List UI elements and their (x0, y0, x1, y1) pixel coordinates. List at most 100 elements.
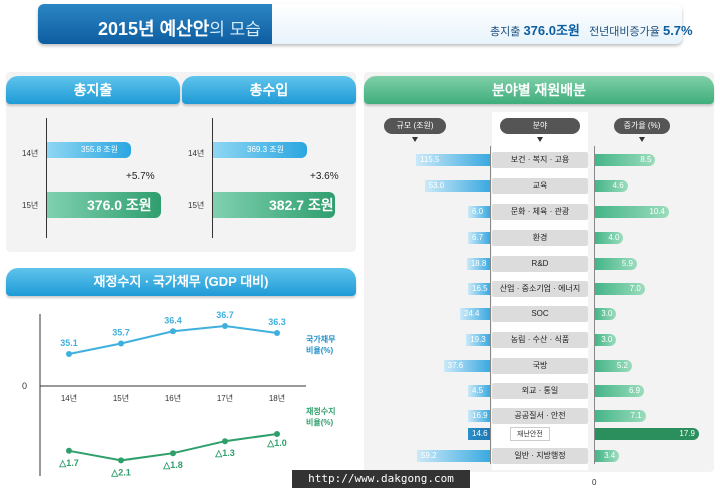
spending-y15: 15년 (22, 201, 39, 210)
category-label: 외교 · 통일 (492, 383, 588, 399)
fiscal-panel (6, 266, 356, 474)
page-title: 2015년 예산안의 모습 (98, 15, 261, 41)
fiscal-data-point (66, 447, 72, 454)
spending-y14: 14년 (22, 149, 39, 158)
scale-bar: 16.9 (468, 410, 490, 422)
growth-bar: 4.6 (595, 180, 628, 192)
fiscal-data-point (222, 438, 228, 445)
category-label: 공공질서 · 안전 (492, 408, 588, 424)
scale-bar: 18.8 (466, 258, 490, 270)
growth-bar: 3.4 (595, 450, 620, 462)
growth-bar: 5.2 (595, 360, 632, 372)
growth-bar: 17.9 (595, 428, 699, 440)
scale-bar: 19.3 (466, 334, 490, 346)
fiscal-data-point (222, 323, 228, 329)
header-banner: 2015년 예산안의 모습 총지출 376.0조원 전년대비증가율 5.7% (38, 4, 693, 44)
scale-bar: 59.2 (416, 450, 490, 462)
category-label: 보건 · 복지 · 고용 (492, 152, 588, 168)
title-bold: 2015년 예산안 (98, 19, 210, 39)
right-axis (594, 146, 595, 464)
fiscal-line-chart: 14년 15년 16년 17년 18년 35.1 35.7 36.4 36.7 36.3 △1.7 △… (39, 310, 306, 477)
revenue-axis (212, 118, 213, 238)
growth-column-header: 증가율 (%) (614, 118, 670, 134)
category-label: R&D (492, 256, 588, 272)
revenue-bar-14: 369.3 조원 (213, 142, 307, 158)
allocation-title: 분야별 재원배분 (364, 76, 714, 104)
category-sub-label: 재난안전 (510, 427, 550, 441)
fiscal-data-label: 35.1 (60, 338, 78, 348)
growth-value: 5.7% (662, 23, 693, 38)
fiscal-data-point (66, 351, 72, 357)
revenue-title: 총수입 (182, 76, 356, 104)
category-label: 국방 (492, 358, 588, 374)
spending-change: +5.7% (126, 171, 155, 182)
growth-bar: 3.0 (595, 334, 617, 346)
fiscal-data-point (118, 457, 124, 464)
scale-bar: 115.5 (416, 154, 490, 166)
spending-bar-15: 376.0 조원 (47, 192, 161, 218)
growth-bar: 7.0 (595, 283, 645, 295)
fiscal-data-label: △1.7 (58, 458, 78, 468)
fiscal-data-point (274, 330, 280, 336)
debt-series-label: 국가채무 비율(%) (306, 335, 336, 355)
category-label: 일반 · 지방행정 (492, 448, 588, 464)
fiscal-x-tick: 17년 (217, 393, 233, 403)
category-label: 산업 · 중소기업 · 에너지 (492, 281, 588, 297)
fiscal-data-point (274, 431, 280, 437)
title-suffix: 의 모습 (209, 20, 261, 39)
header-title-block (38, 4, 272, 44)
growth-arrow-icon (639, 137, 645, 142)
spending-title: 총지출 (6, 76, 180, 104)
scale-bar: 24.4 (459, 308, 490, 320)
scale-bar: 14.6 (468, 428, 490, 440)
growth-bar: 3.0 (595, 308, 617, 320)
scale-bar: 37.6 (443, 360, 490, 372)
revenue-y15: 15년 (188, 201, 205, 210)
fiscal-series-line (68, 433, 278, 462)
revenue-y14: 14년 (188, 149, 205, 158)
scale-bar: 53.0 (424, 180, 490, 192)
category-label: 문화 · 체육 · 관광 (492, 204, 588, 220)
left-axis (490, 146, 491, 464)
total-label: 총지출 (490, 26, 521, 38)
fiscal-data-point (170, 450, 176, 457)
fiscal-x-tick: 15년 (113, 393, 129, 403)
fiscal-data-label: 36.3 (268, 317, 286, 327)
header-summary: 총지출 376.0조원 전년대비증가율 5.7% (490, 20, 693, 39)
fiscal-data-label: 35.7 (112, 328, 130, 338)
field-column-header: 분야 (500, 118, 580, 134)
category-label: 농림 · 수산 · 식품 (492, 332, 588, 348)
balance-series-label: 재정수지 비율(%) (306, 407, 336, 427)
spending-axis (46, 118, 47, 238)
fiscal-data-label: 36.4 (164, 315, 182, 325)
scale-column-header: 규모 (조원) (384, 118, 446, 134)
growth-label: 전년대비증가율 (589, 26, 660, 38)
watermark: http://www.dakgong.com (292, 470, 470, 488)
fiscal-data-point (118, 340, 124, 347)
category-label: SOC (492, 306, 588, 322)
fiscal-data-label: △2.1 (110, 467, 130, 477)
growth-bar: 8.5 (595, 154, 656, 166)
fiscal-data-label: △1.0 (266, 438, 286, 448)
growth-bar: 7.1 (595, 410, 646, 422)
growth-bar: 6.9 (595, 385, 645, 397)
growth-bar: 4.0 (595, 232, 624, 244)
fiscal-data-label: 36.7 (216, 310, 234, 320)
scale-arrow-icon (412, 137, 418, 142)
revenue-change: +3.6% (310, 171, 339, 182)
allocation-zero-label: 0 (592, 478, 597, 487)
growth-bar: 5.9 (595, 258, 637, 270)
spending-bar-14: 355.8 조원 (47, 142, 131, 158)
revenue-bar-15: 382.7 조원 (213, 192, 335, 218)
fiscal-x-tick: 18년 (269, 393, 285, 403)
scale-bar: 16.5 (468, 283, 490, 295)
fiscal-zero-label: 0 (22, 381, 28, 391)
fiscal-data-point (170, 328, 176, 335)
scale-bar: 4.5 (468, 385, 490, 397)
scale-bar: 6.0 (468, 206, 490, 218)
scale-bar: 6.7 (468, 232, 490, 244)
fiscal-title: 재정수지 · 국가채무 (GDP 대비) (6, 268, 356, 296)
fiscal-data-label: △1.3 (214, 448, 234, 458)
fiscal-x-tick: 14년 (61, 393, 77, 403)
fiscal-x-tick: 16년 (165, 393, 181, 403)
